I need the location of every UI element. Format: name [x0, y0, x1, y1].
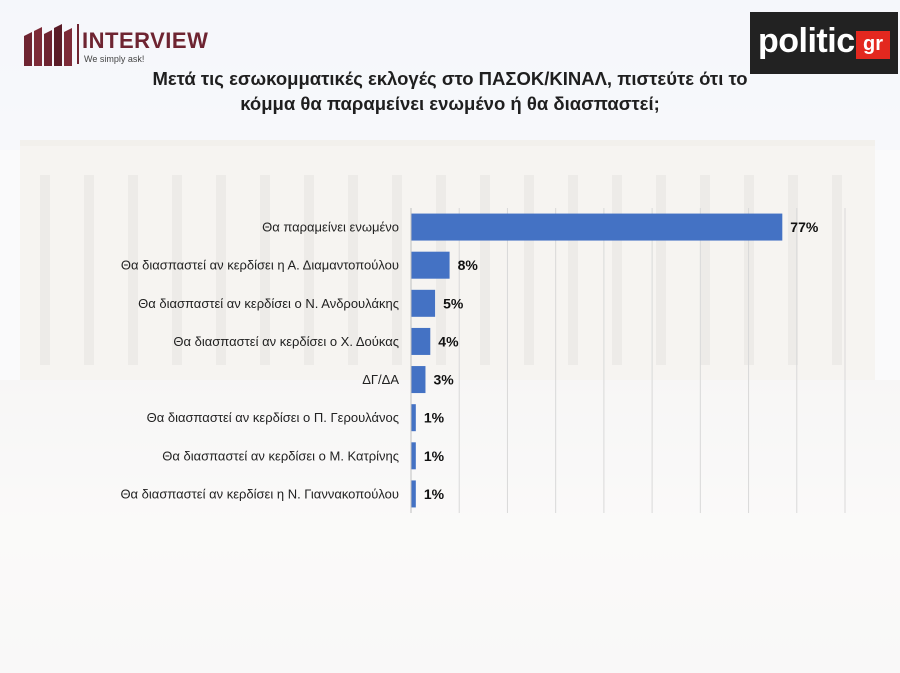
bar [411, 327, 431, 355]
bar [411, 251, 450, 279]
category-label: Θα παραμείνει ενωμένο [262, 220, 399, 235]
category-label: Θα διασπαστεί αν κερδίσει η Α. Διαμαντοπ… [121, 258, 399, 273]
brand-name: INTERVIEW [82, 28, 209, 53]
data-label: 1% [424, 486, 445, 502]
category-label: ΔΓ/ΔΑ [362, 372, 399, 387]
bar [411, 366, 426, 394]
category-label: Θα διασπαστεί αν κερδίσει ο Ν. Ανδρουλάκ… [138, 296, 399, 311]
data-label: 8% [458, 257, 479, 273]
data-label: 3% [433, 372, 454, 388]
bar [411, 480, 416, 508]
data-label: 4% [438, 333, 459, 349]
logo-divider [77, 24, 79, 64]
category-label: Θα διασπαστεί αν κερδίσει ο Π. Γερουλάνο… [147, 410, 399, 425]
category-label: Θα διασπαστεί αν κερδίσει ο Χ. Δούκας [173, 334, 399, 349]
bar [411, 289, 436, 317]
data-label: 1% [424, 448, 445, 464]
chart-title: Μετά τις εσωκομματικές εκλογές στο ΠΑΣΟΚ… [152, 68, 748, 114]
politic-logo: politic gr [750, 12, 898, 74]
politic-logo-word: politic [758, 22, 855, 60]
data-label: 1% [424, 410, 445, 426]
brand-tagline: We simply ask! [84, 54, 145, 64]
data-label: 5% [443, 295, 464, 311]
interview-logo-mark-icon [24, 24, 72, 66]
category-label: Θα διασπαστεί αν κερδίσει η Ν. Γιαννακοπ… [120, 486, 399, 501]
bar [411, 442, 416, 470]
bar [411, 213, 783, 241]
category-label: Θα διασπαστεί αν κερδίσει ο Μ. Κατρίνης [162, 448, 399, 463]
bar [411, 404, 416, 432]
interview-logo: INTERVIEW We simply ask! [22, 18, 222, 70]
data-label: 77% [790, 219, 819, 235]
politic-logo-suffix: gr [856, 31, 890, 59]
